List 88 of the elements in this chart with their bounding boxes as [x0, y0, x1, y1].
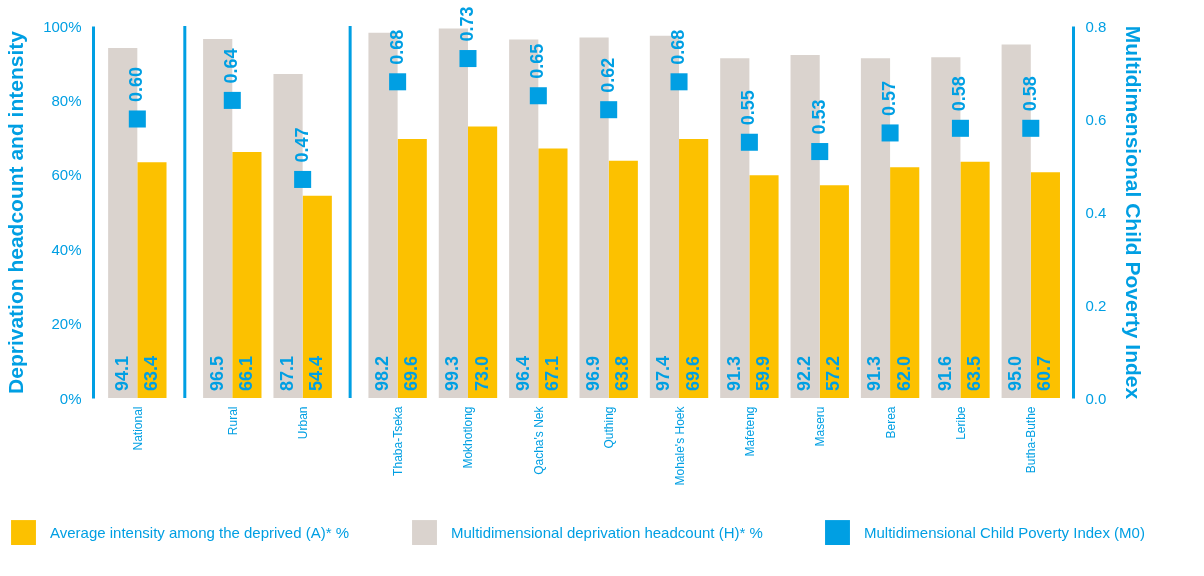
data-label: 0.57	[879, 80, 900, 116]
data-label: 57.2	[823, 355, 844, 391]
bar	[679, 139, 709, 398]
data-label: 91.3	[864, 355, 885, 391]
data-label: 0.73	[456, 6, 477, 42]
legend-label: Multidimensional deprivation headcount (H)* %	[451, 523, 763, 541]
data-label: 59.9	[752, 355, 773, 391]
data-label: 98.2	[372, 355, 393, 391]
data-label: 0.55	[738, 90, 759, 126]
bar	[819, 185, 849, 398]
x-tick-label: National	[130, 406, 145, 451]
legend-label: Multidimensional Child Poverty Index (M0)	[864, 523, 1145, 541]
point	[1022, 119, 1040, 137]
bar	[608, 160, 638, 398]
data-label: 91.6	[934, 355, 955, 391]
y-tick-label: 20%	[51, 315, 82, 333]
y-tick-label: 80%	[51, 91, 82, 109]
point	[811, 143, 829, 161]
data-label: 63.5	[964, 355, 985, 391]
y2-tick-label: 0.0	[1085, 389, 1107, 407]
point	[600, 101, 618, 119]
bar	[890, 167, 920, 398]
bar	[1030, 172, 1060, 398]
data-label: 67.1	[541, 355, 562, 391]
data-label: 0.58	[949, 76, 970, 112]
bar	[538, 148, 568, 398]
data-label: 96.5	[206, 355, 227, 391]
data-label: 0.53	[808, 99, 829, 135]
x-tick-label: Rural	[225, 406, 240, 436]
data-label: 62.0	[893, 355, 914, 391]
y-axis-title: Deprivation headcount and intensity	[4, 30, 28, 394]
bar	[397, 139, 427, 398]
point	[951, 119, 969, 137]
y2-tick-label: 0.6	[1085, 110, 1107, 128]
x-tick-label: Leribe	[953, 406, 968, 440]
y-tick-label: 60%	[51, 166, 82, 184]
data-label: 97.4	[653, 355, 674, 391]
y-tick-label: 0%	[59, 389, 82, 407]
data-label: 0.65	[527, 43, 548, 79]
point	[670, 73, 688, 91]
data-label: 96.4	[512, 355, 533, 391]
x-tick-label: Mokhotlong	[461, 406, 476, 469]
point	[389, 73, 407, 91]
data-label: 69.6	[682, 355, 703, 391]
data-label: 63.4	[140, 355, 161, 391]
y2-tick-label: 0.2	[1085, 296, 1107, 314]
point	[459, 50, 477, 68]
data-label: 54.4	[306, 355, 327, 391]
data-label: 0.60	[126, 66, 147, 102]
y-tick-label: 100%	[43, 17, 82, 35]
legend-label: Average intensity among the deprived (A)* %	[50, 523, 350, 541]
data-label: 92.2	[794, 355, 815, 391]
bar	[960, 161, 990, 398]
data-label: 66.1	[235, 355, 256, 391]
x-tick-label: Mafeteng	[742, 406, 757, 457]
data-label: 69.6	[401, 355, 422, 391]
data-label: 99.3	[442, 355, 463, 391]
y2-tick-label: 0.8	[1085, 17, 1107, 35]
x-tick-label: Urban	[296, 406, 311, 440]
data-label: 0.47	[291, 127, 312, 163]
y-tick-label: 40%	[51, 240, 82, 258]
data-label: 87.1	[277, 355, 298, 391]
data-label: 60.7	[1034, 355, 1055, 391]
x-tick-label: Butha-Buthe	[1024, 406, 1039, 474]
bar	[467, 126, 498, 398]
data-label: 0.68	[386, 29, 407, 65]
data-label: 0.62	[597, 57, 618, 93]
data-label: 0.64	[221, 48, 242, 84]
data-label: 0.58	[1019, 76, 1040, 112]
x-tick-label: Qacha's Nek	[531, 405, 546, 475]
point	[529, 87, 547, 105]
y2-tick-label: 0.4	[1085, 203, 1107, 221]
data-label: 63.8	[612, 355, 633, 391]
x-tick-label: Quthing	[602, 406, 617, 449]
data-label: 96.9	[583, 355, 604, 391]
x-tick-label: Thaba-Tseka	[391, 406, 406, 476]
data-label: 94.1	[111, 355, 132, 391]
data-label: 73.0	[471, 355, 492, 391]
x-tick-label: Mohale's Hoek	[672, 405, 687, 486]
y2-axis-title: Multidimensional Child Poverty Index	[1122, 25, 1146, 400]
point	[740, 133, 758, 151]
x-tick-label: Berea	[883, 406, 898, 439]
point	[881, 124, 899, 142]
data-label: 91.3	[723, 355, 744, 391]
data-label: 0.68	[668, 29, 689, 65]
data-label: 95.0	[1005, 355, 1026, 391]
bar	[749, 175, 779, 398]
x-tick-label: Maseru	[813, 406, 828, 447]
